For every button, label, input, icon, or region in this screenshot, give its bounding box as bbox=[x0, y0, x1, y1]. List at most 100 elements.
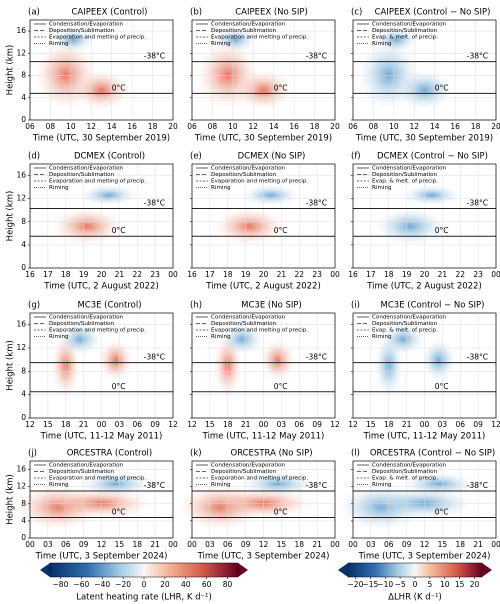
legend-label: Evaporation and melting of precip. bbox=[49, 328, 146, 334]
x-tick-label: 18 bbox=[294, 540, 304, 549]
x-tick-label: 15 bbox=[438, 540, 448, 549]
y-axis-label: Height (km) bbox=[6, 191, 16, 242]
legend-label: Evap. & melt. of precip. bbox=[372, 179, 438, 185]
isotherm-label: 0°C bbox=[112, 507, 126, 516]
y-tick-label: 12 bbox=[16, 482, 26, 491]
y-tick-label: 4 bbox=[21, 516, 26, 525]
x-axis-label: Time (UTC, 11-12 May 2011) bbox=[202, 432, 325, 442]
x-axis-label: Time (UTC, 11-12 May 2011) bbox=[363, 432, 486, 442]
x-tick-label: 12 bbox=[330, 420, 340, 429]
legend-label: Riming bbox=[49, 185, 69, 191]
isotherm-label: 0°C bbox=[435, 382, 449, 391]
legend-label: Deposition/Sublimation bbox=[211, 172, 277, 178]
x-tick-label: 15 bbox=[205, 420, 215, 429]
x-tick-label: 22 bbox=[132, 270, 142, 279]
legend-label: Riming bbox=[372, 41, 392, 47]
legend-label: Deposition/Sublimation bbox=[211, 469, 277, 475]
x-tick-label: 10 bbox=[66, 122, 76, 131]
x-tick-label: 09 bbox=[473, 420, 483, 429]
x-tick-label: 14 bbox=[269, 122, 279, 131]
colorbar-tick-label: −20 bbox=[348, 580, 364, 589]
x-tick-label: 23 bbox=[312, 270, 322, 279]
legend-label: Evap. & melt. of precip. bbox=[372, 328, 438, 334]
shading bbox=[213, 28, 257, 52]
panel-label: (a) bbox=[28, 8, 40, 18]
x-tick-label: 08 bbox=[369, 122, 379, 131]
x-tick-label: 21 bbox=[150, 540, 160, 549]
x-axis-label: Time (UTC, 2 August 2022) bbox=[43, 282, 159, 292]
panel-title: ORCESTRA (No SIP) bbox=[230, 449, 312, 459]
panel-title: CAIPEEX (No SIP) bbox=[235, 8, 308, 18]
x-tick-label: 16 bbox=[187, 270, 197, 279]
isotherm-label: 0°C bbox=[274, 83, 288, 92]
colorbar-extend bbox=[338, 563, 348, 577]
legend-label: Evaporation and melting of precip. bbox=[49, 476, 146, 482]
x-tick-label: 15 bbox=[277, 540, 287, 549]
x-tick-label: 21 bbox=[402, 420, 412, 429]
plot-frame bbox=[191, 19, 336, 121]
y-tick-label: 16 bbox=[16, 320, 26, 329]
x-tick-label: 00 bbox=[330, 540, 340, 549]
y-axis-label: Height (km) bbox=[6, 340, 16, 391]
x-tick-label: 06 bbox=[25, 122, 35, 131]
x-tick-label: 20 bbox=[491, 122, 500, 131]
x-tick-label: 12 bbox=[249, 122, 259, 131]
colorbar-tick-label: −20 bbox=[115, 580, 131, 589]
x-tick-label: 00 bbox=[25, 540, 35, 549]
colorbar-tick-label: 0 bbox=[142, 580, 147, 589]
legend-label: Deposition/Sublimation bbox=[49, 321, 115, 327]
x-tick-label: 10 bbox=[228, 122, 238, 131]
x-tick-label: 21 bbox=[473, 540, 483, 549]
panel-title: CAIPEEX (Control − No SIP) bbox=[375, 8, 491, 18]
x-tick-label: 18 bbox=[223, 420, 233, 429]
legend-label: Riming bbox=[372, 482, 392, 488]
y-tick-label: 12 bbox=[16, 343, 26, 352]
colorbar-tick-label: 15 bbox=[455, 580, 465, 589]
x-tick-label: 18 bbox=[61, 420, 71, 429]
x-tick-label: 21 bbox=[438, 270, 448, 279]
x-axis-label: Time (UTC, 2 August 2022) bbox=[366, 282, 482, 292]
isotherm-label: -38°C bbox=[467, 198, 488, 207]
panel-title: ORCESTRA (Control) bbox=[67, 449, 153, 459]
plot-frame bbox=[191, 460, 336, 539]
y-tick-label: 12 bbox=[16, 48, 26, 57]
legend-label: Evaporation and melting of precip. bbox=[211, 35, 308, 41]
legend-label: Evap. & melt. of precip. bbox=[372, 35, 438, 41]
legend-label: Riming bbox=[49, 41, 69, 47]
legend-label: Riming bbox=[211, 41, 231, 47]
panel-label: (l) bbox=[351, 449, 360, 459]
x-tick-label: 21 bbox=[79, 420, 89, 429]
legend-label: Deposition/Sublimation bbox=[49, 469, 115, 475]
y-tick-label: 16 bbox=[16, 465, 26, 474]
y-tick-label: 16 bbox=[16, 26, 26, 35]
legend-label: Riming bbox=[211, 185, 231, 191]
isotherm-label: 0°C bbox=[112, 83, 126, 92]
legend-label: Deposition/Sublimation bbox=[372, 321, 438, 327]
x-tick-label: 03 bbox=[115, 420, 125, 429]
colorbar-tick-label: −5 bbox=[395, 580, 406, 589]
panel-label: (h) bbox=[190, 301, 202, 311]
shading bbox=[260, 339, 295, 382]
y-tick-label: 0 bbox=[21, 413, 26, 422]
isotherm-label: 0°C bbox=[274, 507, 288, 516]
isotherm-label: 0°C bbox=[435, 83, 449, 92]
x-tick-label: 23 bbox=[473, 270, 483, 279]
isotherm-label: -38°C bbox=[144, 198, 165, 207]
legend-label: Deposition/Sublimation bbox=[372, 172, 438, 178]
legend-label: Condensation/Evaporation bbox=[49, 463, 123, 469]
panel-label: (b) bbox=[190, 8, 202, 18]
x-tick-label: 18 bbox=[471, 122, 481, 131]
shading bbox=[58, 323, 102, 355]
panel-title: ORCESTRA (Control − No SIP) bbox=[370, 449, 495, 459]
shading bbox=[403, 184, 461, 206]
colorbar-extend bbox=[238, 563, 248, 577]
legend-label: Condensation/Evaporation bbox=[211, 315, 285, 321]
x-tick-label: 00 bbox=[259, 420, 269, 429]
x-tick-label: 18 bbox=[132, 540, 142, 549]
x-tick-label: 18 bbox=[455, 540, 465, 549]
shading bbox=[242, 184, 300, 206]
isotherm-label: -38°C bbox=[144, 353, 165, 362]
x-tick-label: 19 bbox=[241, 270, 251, 279]
x-tick-label: 12 bbox=[168, 420, 178, 429]
